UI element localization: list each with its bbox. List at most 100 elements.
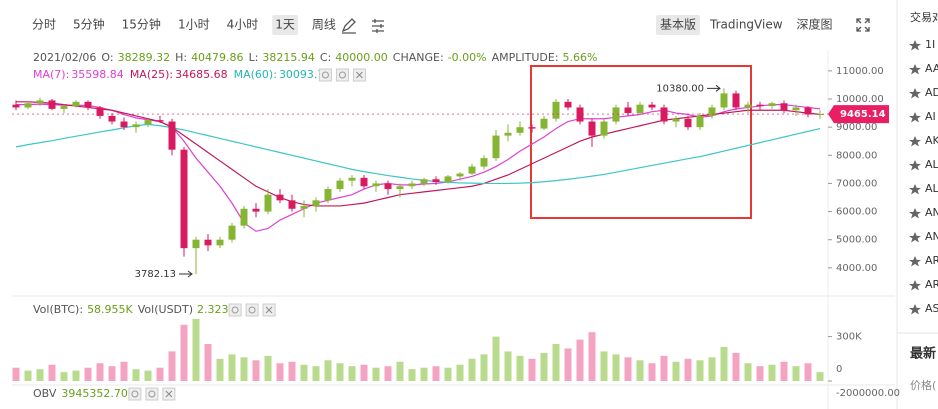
fullscreen-icon[interactable] [856,18,870,32]
vol-tick-label: 0 [836,364,842,375]
volume-bar [636,360,644,381]
volume-bar [312,366,320,381]
eye-icon[interactable] [128,387,142,401]
settings-icon[interactable] [245,303,259,317]
candle-body [168,121,176,150]
icon-glyph [148,390,156,398]
pair-symbol[interactable]: AK [925,134,938,147]
interval-tab[interactable]: 分时 [32,18,56,32]
eye-icon[interactable] [228,303,242,317]
volume-bar [252,360,260,381]
pair-symbol[interactable]: AD [925,86,938,99]
icon-glyph [265,306,273,314]
volume-bar [276,363,284,381]
candle-body [468,166,476,174]
interval-tab[interactable]: 15分钟 [122,17,161,32]
close-icon[interactable] [162,387,176,401]
candle-body [144,120,152,125]
volume-bar [528,358,536,381]
candle-body [72,101,80,107]
candle-body [648,104,656,108]
candle-body [396,186,404,190]
candle-body [444,176,452,183]
high-label: 10380.00 [656,83,704,94]
volume-bar [756,366,764,381]
star-icon[interactable] [909,184,921,195]
interval-tab[interactable]: 1天 [275,18,295,32]
candle-body [216,239,224,246]
candle-body [684,118,692,128]
chart-panel [0,0,897,409]
eye-icon[interactable] [318,68,332,82]
ma-label: MA(7): [33,68,69,81]
view-tab[interactable]: 深度图 [797,17,833,32]
view-tab[interactable]: 基本版 [660,18,696,32]
info-label: H: [175,51,187,64]
settings-icon[interactable] [372,19,384,33]
volume-bar [552,344,560,381]
star-icon[interactable] [909,112,921,123]
pair-symbol[interactable]: AS [925,302,938,315]
volume-bar [684,358,692,381]
candle-body [516,127,524,133]
pair-symbol[interactable]: 1I [925,38,935,51]
candle-body [384,183,392,190]
candle-body [156,120,164,122]
star-icon[interactable] [909,64,921,75]
icon-box [335,68,349,82]
volume-bar [84,367,92,381]
volume-bar [180,324,188,381]
view-tab[interactable]: TradingView [709,18,783,32]
candle-body [192,239,200,249]
volume-bar [408,369,416,381]
volume-bar [768,364,776,381]
pair-symbol[interactable]: AR [925,278,938,291]
y-tick-label: 5000.00 [836,235,877,246]
volume-bar [420,367,428,381]
candle-body [528,127,536,129]
interval-tab[interactable]: 5分钟 [73,17,105,32]
pair-symbol[interactable]: AN [925,230,938,243]
settings-icon[interactable] [335,68,349,82]
candle-body [252,208,260,212]
candle-body [228,225,236,240]
interval-tab[interactable]: 周线 [312,18,336,32]
star-icon[interactable] [909,304,921,315]
settings-icon[interactable] [145,387,159,401]
sidebar-title: 交易对 [910,10,938,24]
candle-body [600,121,608,136]
pair-symbol[interactable]: AL [925,158,938,171]
volume-bar [804,363,812,381]
volume-bar [564,348,572,381]
close-icon[interactable] [352,68,366,82]
volume-bar [612,354,620,381]
draw-tool-icon[interactable] [341,18,356,34]
close-icon[interactable] [262,303,276,317]
volume-bar [432,366,440,381]
pair-symbol[interactable]: AR [925,254,938,267]
star-icon[interactable] [909,160,921,171]
candle-body [768,103,776,107]
star-icon[interactable] [909,208,921,219]
candle-body [720,93,728,108]
star-icon[interactable] [909,136,921,147]
pair-symbol[interactable]: AA [925,62,938,75]
pair-symbol[interactable]: AI [925,110,936,123]
star-icon[interactable] [909,280,921,291]
pair-symbol[interactable]: AL [925,182,938,195]
y-tick-label: 9000.00 [836,122,877,133]
candle-body [816,114,824,116]
star-icon[interactable] [909,88,921,99]
star-icon[interactable] [909,232,921,243]
icon-glyph [131,390,139,398]
star-icon[interactable] [909,256,921,267]
interval-tab[interactable]: 1小时 [178,18,210,32]
pair-symbol[interactable]: AN [925,206,938,219]
vol-value: 2.323B [197,303,236,316]
interval-tab[interactable]: 4小时 [227,18,259,32]
ma-line [15,123,821,185]
candle-body [348,177,356,181]
volume-bar [348,366,356,381]
star-icon[interactable] [909,40,921,51]
volume-bar [204,344,212,381]
